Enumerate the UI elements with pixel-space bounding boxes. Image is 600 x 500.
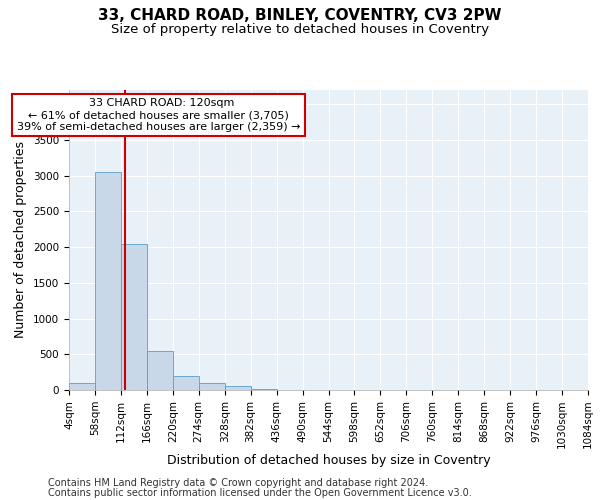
X-axis label: Distribution of detached houses by size in Coventry: Distribution of detached houses by size … <box>167 454 490 467</box>
Bar <box>69 383 95 390</box>
Bar <box>199 383 224 390</box>
Bar <box>95 172 121 390</box>
Text: 33, CHARD ROAD, BINLEY, COVENTRY, CV3 2PW: 33, CHARD ROAD, BINLEY, COVENTRY, CV3 2P… <box>98 8 502 22</box>
Bar <box>225 386 251 390</box>
Text: Contains public sector information licensed under the Open Government Licence v3: Contains public sector information licen… <box>48 488 472 498</box>
Text: Size of property relative to detached houses in Coventry: Size of property relative to detached ho… <box>111 22 489 36</box>
Bar <box>147 350 173 390</box>
Text: 33 CHARD ROAD: 120sqm
← 61% of detached houses are smaller (3,705)
39% of semi-d: 33 CHARD ROAD: 120sqm ← 61% of detached … <box>17 98 300 132</box>
Bar <box>173 376 199 390</box>
Text: Contains HM Land Registry data © Crown copyright and database right 2024.: Contains HM Land Registry data © Crown c… <box>48 478 428 488</box>
Y-axis label: Number of detached properties: Number of detached properties <box>14 142 28 338</box>
Bar <box>121 244 147 390</box>
